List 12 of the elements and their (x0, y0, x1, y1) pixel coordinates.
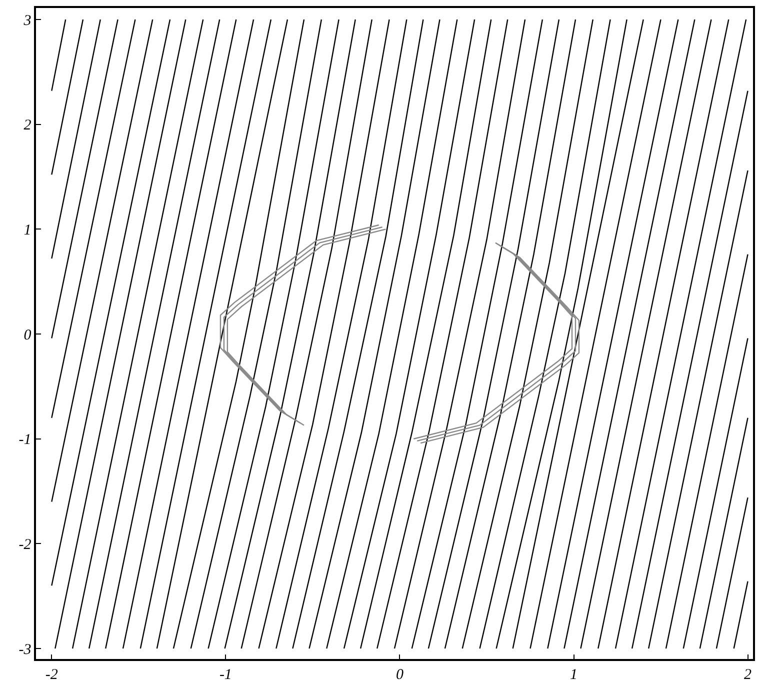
x-tick-label: 0 (396, 666, 404, 683)
y-tick-label: 3 (22, 12, 32, 29)
x-tick-label: 1 (570, 666, 578, 683)
y-tick-label: -3 (18, 642, 32, 658)
y-tick-label: 2 (24, 118, 32, 134)
y-tick-label: -1 (18, 432, 32, 448)
x-tick-label: -1 (219, 666, 232, 683)
x-tick-label: -2 (45, 666, 58, 683)
x-tick-label: 2 (744, 666, 752, 683)
y-tick-label: 0 (24, 327, 32, 344)
y-tick-label: -2 (18, 536, 32, 553)
y-tick-label: 1 (24, 222, 32, 238)
